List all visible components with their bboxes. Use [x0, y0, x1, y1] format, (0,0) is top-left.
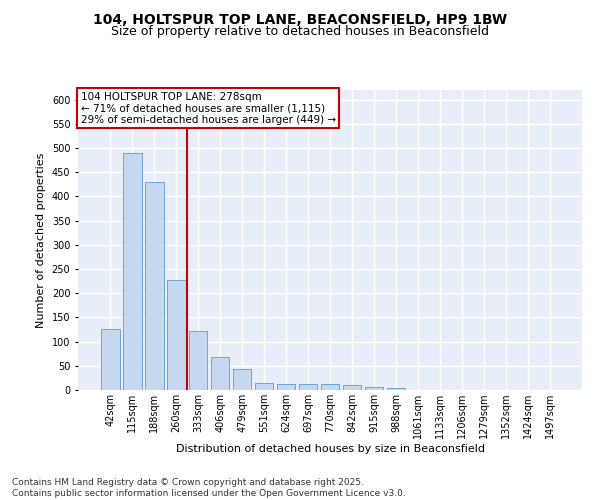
Bar: [145, 182, 164, 390]
Text: 104 HOLTSPUR TOP LANE: 278sqm
← 71% of detached houses are smaller (1,115)
29% o: 104 HOLTSPUR TOP LANE: 278sqm ← 71% of d…: [80, 92, 335, 124]
Bar: [277, 384, 295, 390]
Bar: [255, 383, 274, 390]
Bar: [167, 280, 185, 390]
X-axis label: Distribution of detached houses by size in Beaconsfield: Distribution of detached houses by size …: [176, 444, 485, 454]
Bar: [365, 387, 383, 390]
Bar: [123, 153, 142, 390]
Bar: [343, 385, 361, 390]
Text: Contains HM Land Registry data © Crown copyright and database right 2025.
Contai: Contains HM Land Registry data © Crown c…: [12, 478, 406, 498]
Y-axis label: Number of detached properties: Number of detached properties: [36, 152, 46, 328]
Bar: [101, 328, 119, 390]
Bar: [320, 384, 340, 390]
Text: Size of property relative to detached houses in Beaconsfield: Size of property relative to detached ho…: [111, 25, 489, 38]
Bar: [189, 331, 208, 390]
Bar: [233, 368, 251, 390]
Bar: [211, 357, 229, 390]
Bar: [299, 384, 317, 390]
Bar: [386, 388, 405, 390]
Text: 104, HOLTSPUR TOP LANE, BEACONSFIELD, HP9 1BW: 104, HOLTSPUR TOP LANE, BEACONSFIELD, HP…: [93, 12, 507, 26]
